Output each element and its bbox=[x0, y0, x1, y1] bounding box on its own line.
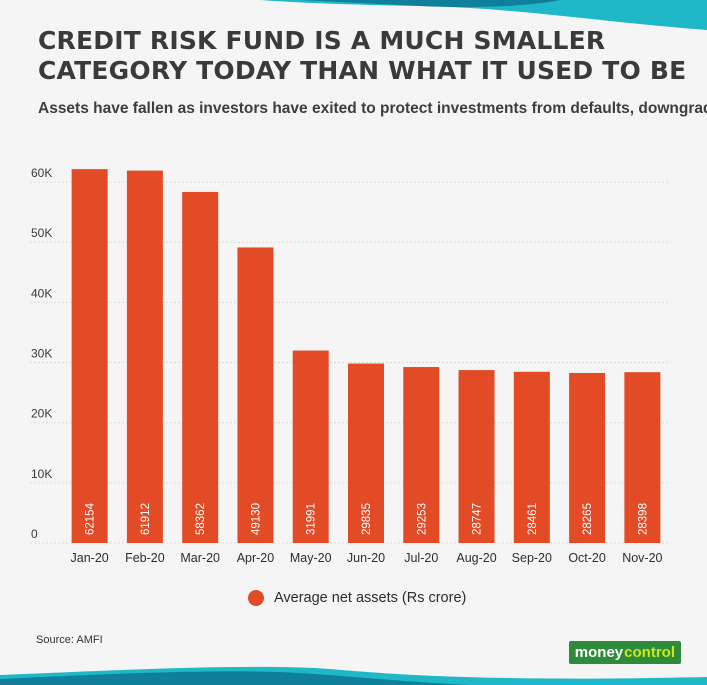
bar-data-label: 28747 bbox=[472, 503, 484, 535]
bar-data-label: 49130 bbox=[250, 503, 262, 535]
y-tick-label: 30K bbox=[31, 347, 52, 361]
x-tick-label: May-20 bbox=[290, 551, 332, 565]
legend: Average net assets (Rs crore) bbox=[248, 588, 466, 608]
bottom-band-dark bbox=[0, 671, 470, 685]
y-tick-label: 20K bbox=[31, 407, 52, 421]
x-tick-label: Aug-20 bbox=[456, 551, 496, 565]
y-tick-label: 10K bbox=[31, 467, 52, 481]
bar-data-label: 62154 bbox=[85, 502, 97, 535]
bottom-decorative-band bbox=[0, 666, 707, 685]
bar-data-label: 29253 bbox=[416, 503, 428, 535]
bar bbox=[348, 363, 384, 543]
bar-data-label: 29835 bbox=[361, 503, 373, 535]
bar bbox=[624, 372, 661, 543]
x-tick-label: Oct-20 bbox=[568, 551, 606, 565]
source-note: Source: AMFI bbox=[36, 634, 103, 646]
bar bbox=[292, 350, 329, 543]
bar bbox=[513, 371, 550, 543]
top-decorative-band bbox=[260, 0, 707, 30]
y-tick-label: 50K bbox=[31, 226, 52, 240]
bar bbox=[71, 169, 108, 543]
top-band-light bbox=[260, 0, 707, 30]
bar bbox=[458, 370, 495, 543]
bar bbox=[182, 191, 219, 543]
legend-swatch bbox=[248, 590, 264, 606]
x-tick-label: Jun-20 bbox=[347, 551, 385, 565]
x-tick-label: Jul-20 bbox=[404, 551, 438, 565]
legend-label: Average net assets (Rs crore) bbox=[274, 590, 467, 606]
x-tick-label: Nov-20 bbox=[622, 551, 662, 565]
chart-title: CREDIT RISK FUND IS A MUCH SMALLER CATEG… bbox=[38, 26, 688, 86]
x-tick-label: Feb-20 bbox=[125, 551, 165, 565]
bar-data-label: 61912 bbox=[140, 503, 152, 535]
logo-text-part2: control bbox=[624, 644, 675, 661]
title-line-1: CREDIT RISK FUND IS A MUCH SMALLER bbox=[38, 26, 606, 55]
title-line-2: CATEGORY TODAY THAN WHAT IT USED TO BE bbox=[38, 56, 687, 85]
moneycontrol-logo: money control bbox=[568, 641, 681, 664]
bar bbox=[237, 247, 274, 543]
x-tick-label: Mar-20 bbox=[180, 551, 220, 565]
logo-text-part1: money bbox=[574, 644, 624, 661]
chart-subtitle: Assets have fallen as investors have exi… bbox=[38, 100, 707, 117]
bar bbox=[126, 170, 163, 543]
x-tick-label: Sep-20 bbox=[512, 551, 552, 565]
bar-data-label: 28461 bbox=[527, 503, 539, 535]
bar-data-label: 31991 bbox=[306, 503, 318, 535]
bar-data-label: 28265 bbox=[582, 503, 594, 535]
y-tick-label: 60K bbox=[31, 166, 52, 180]
y-tick-label: 40K bbox=[31, 286, 52, 300]
y-tick-label: 0 bbox=[31, 527, 38, 541]
bar-data-label: 58362 bbox=[195, 503, 207, 535]
x-tick-label: Jan-20 bbox=[71, 551, 109, 565]
x-tick-label: Apr-20 bbox=[237, 551, 275, 565]
bar-chart: 0 10K 20K 30K 40K 50K 60K 62154 Jan-20 61912 Feb-2… bbox=[30, 166, 670, 565]
bar bbox=[569, 372, 606, 543]
bar bbox=[403, 367, 440, 543]
top-band-dark bbox=[300, 0, 560, 8]
bar-data-label: 28398 bbox=[637, 503, 649, 535]
